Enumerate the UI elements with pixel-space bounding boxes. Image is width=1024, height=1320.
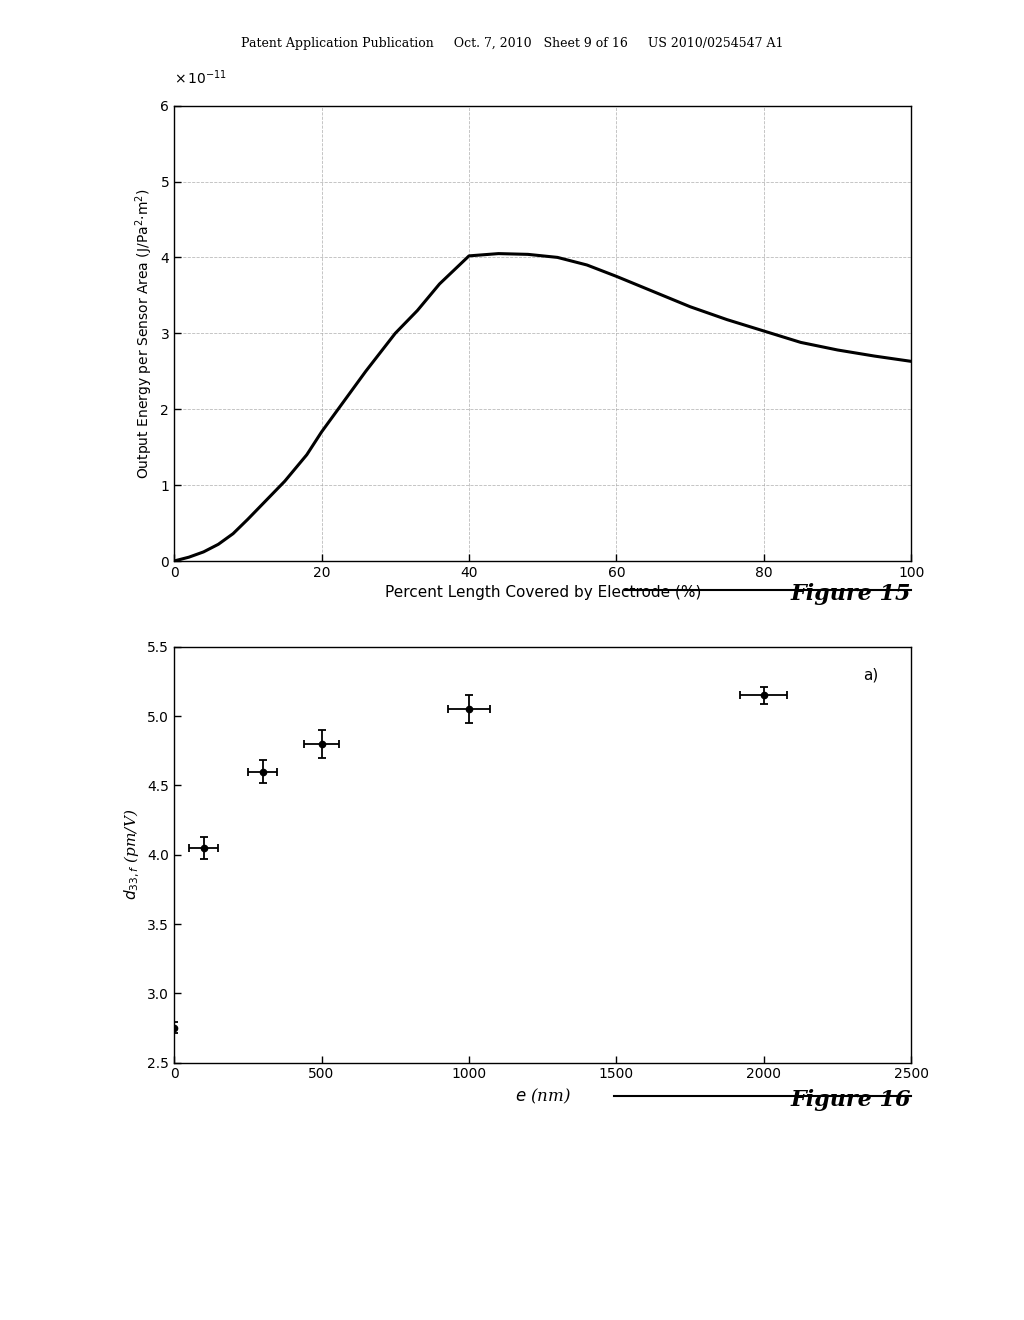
Text: a): a) (863, 668, 879, 682)
X-axis label: Percent Length Covered by Electrode (%): Percent Length Covered by Electrode (%) (385, 585, 700, 601)
Y-axis label: Output Energy per Sensor Area (J/Pa$^2$$\cdot$m$^2$): Output Energy per Sensor Area (J/Pa$^2$$… (133, 187, 155, 479)
Text: $\times\,10^{-11}$: $\times\,10^{-11}$ (174, 69, 227, 87)
Y-axis label: $d_{33,f}$ (pm/V): $d_{33,f}$ (pm/V) (123, 809, 141, 900)
X-axis label: $e$ (nm): $e$ (nm) (515, 1086, 570, 1106)
Text: Figure 16: Figure 16 (791, 1089, 911, 1111)
Text: Figure 15: Figure 15 (791, 583, 911, 606)
Text: Patent Application Publication     Oct. 7, 2010   Sheet 9 of 16     US 2010/0254: Patent Application Publication Oct. 7, 2… (241, 37, 783, 50)
